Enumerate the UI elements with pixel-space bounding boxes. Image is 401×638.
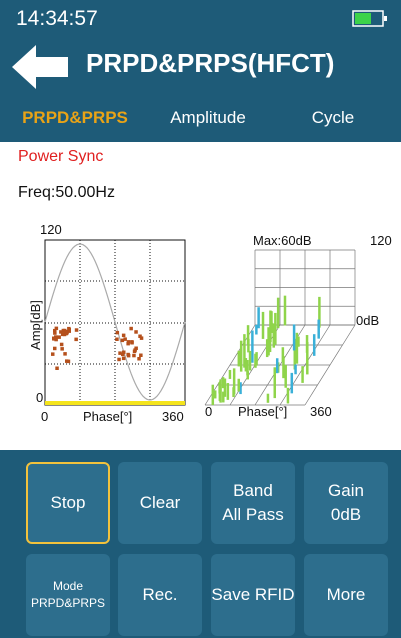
button-label: Band [233, 481, 273, 500]
pd-point [120, 338, 125, 343]
pd-point [115, 330, 120, 335]
pd-point [53, 331, 57, 335]
pd-point [59, 330, 63, 334]
y-label: Amp[dB] [28, 300, 43, 350]
pd-point [53, 346, 57, 351]
pd-point [126, 341, 130, 346]
pd-point [130, 341, 134, 345]
frequency: Freq:50.00Hz [18, 184, 115, 201]
pd-point [121, 333, 126, 338]
x-max: 360 [162, 409, 184, 424]
button-label: Save RFID [211, 585, 295, 604]
x-min: 0 [41, 409, 48, 424]
pd-point [57, 335, 61, 339]
button[interactable]: Save RFID [211, 554, 295, 636]
pd-point [121, 356, 126, 361]
pd-point [132, 353, 136, 358]
pd-point [134, 330, 138, 334]
pd-point [121, 352, 125, 357]
pd-point [54, 337, 58, 342]
button[interactable]: Gain 0dB [304, 462, 388, 544]
tab[interactable]: PRPD&PRPS [22, 108, 128, 127]
pd-point [126, 340, 131, 344]
z-max: 120 [370, 233, 392, 248]
pd-point [126, 353, 131, 358]
prps-x-min: 0 [205, 404, 212, 419]
pd-point [51, 352, 55, 356]
tab-bar: PRPD&PRPS Amplitude Cycle [0, 100, 401, 140]
button[interactable]: Mode PRPD&PRPS [26, 554, 110, 636]
pd-point [67, 329, 71, 333]
pd-point [60, 347, 64, 351]
clock: 14:34:57 [16, 7, 98, 30]
prps-x-label: Phase[°] [238, 404, 287, 419]
button-label: Mode [52, 579, 84, 593]
pd-point [122, 350, 126, 354]
sync-status: Power Sync [18, 148, 104, 165]
pd-point [139, 336, 144, 340]
button-label: Gain [328, 481, 364, 500]
pd-point [74, 328, 79, 332]
x-label: Phase[°] [83, 409, 132, 424]
charts: 120 0 0 Phase[°] 360 Amp[dB] Max:60dB 12… [28, 222, 392, 424]
pd-point [55, 366, 59, 370]
pd-point [74, 337, 78, 342]
button-sub: All Pass [222, 505, 284, 524]
pd-point [115, 337, 119, 341]
tab[interactable]: Cycle [311, 108, 355, 127]
pd-point [117, 357, 121, 362]
y-min: 0 [36, 390, 43, 405]
pd-point [61, 328, 66, 333]
button-sub: PRPD&PRPS [30, 596, 106, 610]
pd-point [129, 326, 133, 331]
button-panel: Stop Clear Band All Pass Gain 0dB Mode PRPD&PRP… [0, 450, 401, 638]
pd-point [118, 351, 122, 355]
pd-point [53, 328, 57, 333]
button[interactable]: Clear [118, 462, 202, 544]
button[interactable]: Band All Pass [211, 462, 295, 544]
button[interactable]: More [304, 554, 388, 636]
pd-point [52, 337, 56, 341]
pd-point [133, 348, 137, 352]
tab[interactable]: Amplitude [170, 108, 246, 127]
y-max: 120 [40, 222, 62, 237]
pd-point [60, 332, 65, 337]
pd-point [137, 357, 141, 361]
button-label: Rec. [142, 585, 178, 604]
back-arrow[interactable] [12, 45, 72, 89]
button[interactable]: Stop [26, 462, 110, 544]
pd-point [65, 359, 69, 363]
z-min: 0dB [356, 313, 379, 328]
button-label: Clear [139, 493, 181, 512]
prps-x-max: 360 [310, 404, 332, 419]
prps-wireframe [204, 249, 356, 406]
pd-point [139, 353, 143, 357]
wire [304, 324, 356, 406]
button-label: More [326, 585, 366, 604]
pd-point [138, 334, 142, 338]
battery [352, 10, 387, 27]
prps-max: Max:60dB [253, 233, 312, 248]
button[interactable]: Rec. [118, 554, 202, 636]
pd-point [54, 326, 59, 331]
title: PRPD&PRPS(HFCT) [86, 48, 335, 78]
button-label: Stop [50, 493, 86, 512]
pd-point [64, 330, 68, 334]
pd-point [123, 337, 127, 341]
sine-wave [44, 243, 186, 401]
pd-point [134, 346, 138, 350]
button-sub: 0dB [330, 505, 362, 524]
pd-point [64, 331, 69, 336]
header-bar: 14:34:57 PRPD&PRPS(HFCT) PRPD&PRPS Amplit… [0, 0, 401, 142]
pd-point [59, 342, 64, 347]
pd-point [54, 335, 58, 339]
pd-point [63, 352, 67, 356]
